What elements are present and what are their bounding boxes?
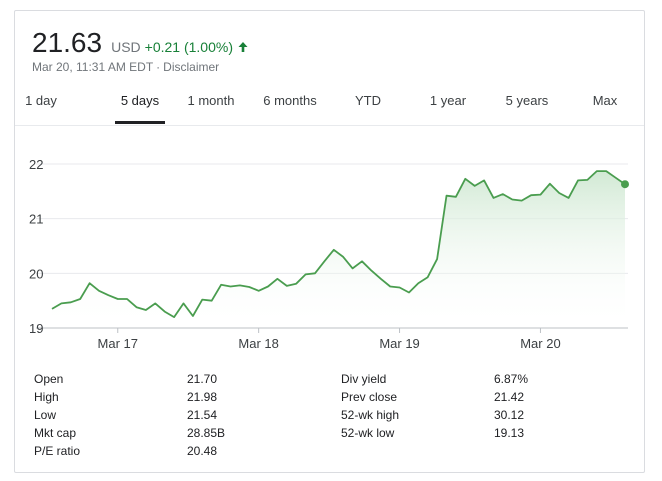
- arrow-up-icon: [237, 40, 249, 52]
- quote-meta: Mar 20, 11:31 AM EDT · Disclaimer: [32, 60, 219, 74]
- y-tick-label: 21: [29, 212, 43, 227]
- last-price-dot: [621, 180, 629, 189]
- y-tick-label: 19: [29, 321, 43, 336]
- meta-separator: ·: [156, 60, 161, 74]
- tab-1-month[interactable]: 1 month: [187, 93, 235, 108]
- stat-value: 21.54: [187, 408, 218, 422]
- price-line: [51, 170, 626, 318]
- y-tick-label: 20: [29, 266, 43, 281]
- range-tabs: 1 day 5 days 1 month 6 months YTD 1 year 5 yea…: [15, 83, 644, 126]
- quote-timestamp: Mar 20, 11:31 AM EDT: [32, 60, 154, 74]
- stat-label: 52-wk high: [341, 408, 400, 422]
- stat-label: 52-wk low: [341, 426, 395, 440]
- stat-value: 19.13: [494, 426, 525, 440]
- tab-ytd[interactable]: YTD: [355, 93, 381, 108]
- stat-value: 28.85B: [187, 426, 226, 440]
- stat-label: Open: [34, 372, 64, 386]
- tab-1-day[interactable]: 1 day: [25, 93, 57, 108]
- tab-max[interactable]: Max: [592, 93, 618, 108]
- x-tick-label: Mar 18: [238, 336, 278, 351]
- stock-quote-card: 21.63 USD +0.21 (1.00%) Mar 20, 11:31 AM…: [14, 10, 645, 473]
- price-change: +0.21 (1.00%): [144, 39, 233, 55]
- stat-label: Low: [34, 408, 57, 422]
- stat-value: 6.87%: [494, 372, 529, 386]
- stat-value: 21.70: [187, 372, 218, 386]
- x-tick-label: Mar 17: [98, 336, 138, 351]
- stat-value: 20.48: [187, 444, 218, 458]
- price-area: [52, 171, 625, 328]
- tab-6-months[interactable]: 6 months: [263, 93, 317, 108]
- price-row: 21.63 USD +0.21 (1.00%): [32, 27, 249, 59]
- tab-5-days[interactable]: 5 days: [115, 83, 165, 124]
- stat-value: 21.98: [187, 390, 218, 404]
- stat-label: Div yield: [341, 372, 387, 386]
- stat-value: 30.12: [494, 408, 525, 422]
- disclaimer-link[interactable]: Disclaimer: [163, 60, 220, 74]
- stat-label: P/E ratio: [34, 444, 81, 458]
- current-price: 21.63: [32, 27, 103, 58]
- tab-1-year[interactable]: 1 year: [429, 93, 467, 108]
- x-tick-label: Mar 20: [520, 336, 560, 351]
- tab-5-years[interactable]: 5 years: [505, 93, 549, 108]
- x-tick-label: Mar 19: [379, 336, 419, 351]
- stat-label: Prev close: [341, 390, 398, 404]
- stat-label: Mkt cap: [34, 426, 77, 440]
- currency-code: USD: [111, 39, 141, 55]
- y-tick-label: 22: [29, 157, 43, 172]
- stat-label: High: [34, 390, 59, 404]
- price-chart-svg: 19 20 21 22 Mar 17 Mar 18 Mar 19 Mar 20: [29, 157, 629, 351]
- stat-value: 21.42: [494, 390, 525, 404]
